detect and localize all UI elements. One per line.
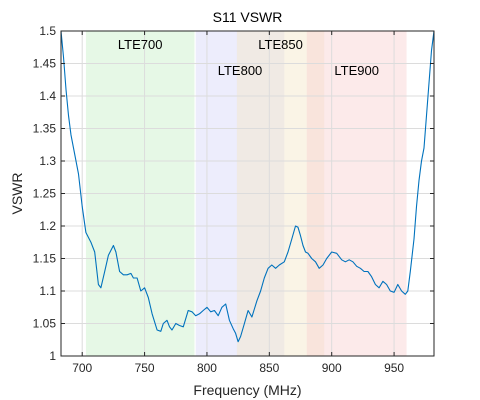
vswr-series-line-0 (60, 30, 435, 343)
x-tick-label-0: 700 (72, 361, 92, 375)
y-tick-label-4: 1.2 (39, 219, 56, 233)
y-tick-label-3: 1.15 (33, 252, 57, 266)
y-tick-label-1: 1.05 (33, 317, 57, 331)
y-tick-label-10: 1.5 (39, 24, 56, 38)
x-tick-label-3: 850 (259, 361, 279, 375)
x-axis-title: Frequency (MHz) (193, 382, 301, 398)
series-layer (60, 30, 435, 343)
band-label-layer: LTE700 LTE800 LTE850 LTE900 (118, 37, 379, 78)
y-tick-label-6: 1.3 (39, 154, 56, 168)
y-axis-title: VSWR (9, 173, 25, 215)
y-tick-label-0: 1 (49, 349, 56, 363)
y-tick-label-9: 1.45 (33, 57, 57, 71)
chart-title: S11 VSWR (213, 9, 283, 25)
x-tick-label-2: 800 (197, 361, 217, 375)
y-tick-label-5: 1.25 (33, 187, 57, 201)
x-tick-label-1: 750 (135, 361, 155, 375)
band-label-1: LTE800 (218, 63, 263, 78)
band-label-3: LTE900 (334, 63, 379, 78)
x-tick-label-5: 950 (384, 361, 404, 375)
y-tick-label-7: 1.35 (33, 122, 57, 136)
y-tick-label-2: 1.1 (39, 284, 56, 298)
band-label-0: LTE700 (118, 37, 163, 52)
y-tick-label-8: 1.4 (39, 89, 56, 103)
tick-layer: 700 750 800 850 900 950 1 1.05 1.1 1.15 1.2 1.25 1.3… (33, 24, 434, 375)
x-tick-label-4: 900 (322, 361, 342, 375)
band-label-2: LTE850 (258, 37, 303, 52)
